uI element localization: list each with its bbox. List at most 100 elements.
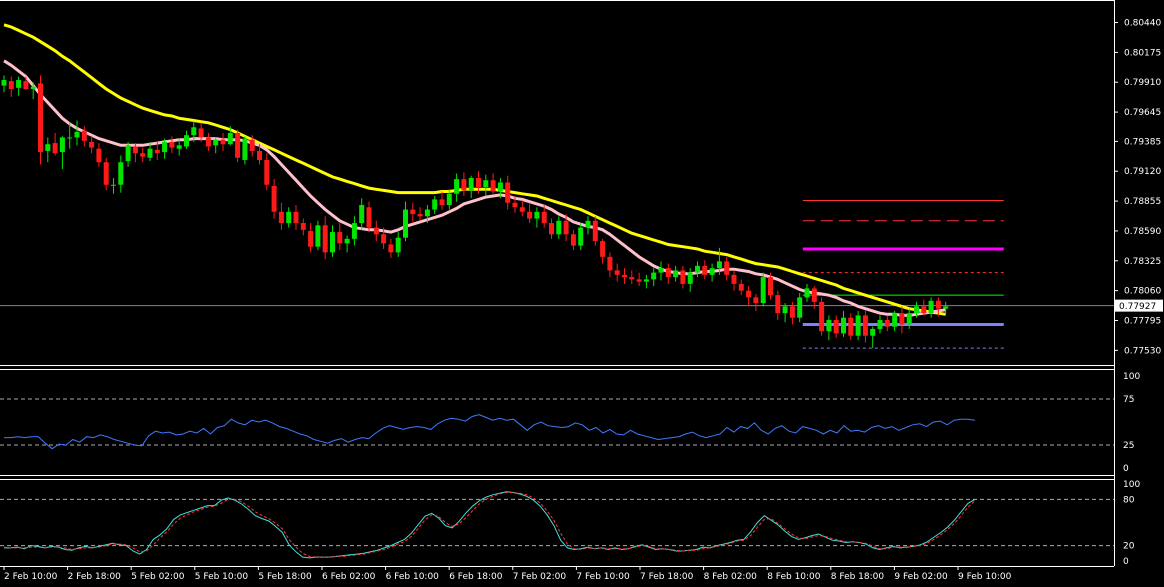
candle-body (16, 79, 22, 88)
candle-body (125, 145, 131, 162)
candle-body (497, 182, 503, 192)
candle-body (724, 261, 730, 275)
candle-body (235, 132, 241, 158)
current-price-label: 0.77927 (1119, 302, 1156, 312)
candle-body (651, 272, 657, 280)
oscillator-1-axis-label: 100 (1123, 372, 1140, 382)
candle-body (541, 211, 547, 224)
candle-body (205, 137, 211, 147)
candle-body (140, 153, 146, 157)
candle-body (709, 268, 715, 275)
candle-body (38, 83, 43, 153)
candle-body (147, 148, 153, 158)
candle-body (271, 185, 277, 212)
candle-body (1, 79, 7, 86)
candle-body (74, 131, 80, 138)
price-axis-label: 0.79385 (1124, 137, 1161, 147)
candle-body (680, 270, 686, 284)
candle-body (454, 179, 460, 194)
time-axis-label: 9 Feb 02:00 (894, 572, 948, 582)
price-axis-label: 0.80175 (1124, 48, 1161, 58)
candle-body (643, 279, 649, 282)
oscillator-2-series-line-0 (4, 491, 976, 559)
candle-body (162, 141, 168, 153)
candle-body (789, 306, 795, 318)
candle-body (403, 209, 408, 238)
candle-body (257, 150, 262, 160)
price-axis-label: 0.78325 (1124, 257, 1161, 267)
time-axis-label: 6 Feb 02:00 (322, 572, 376, 582)
candle-body (111, 184, 116, 186)
oscillator-2-series-line-1 (3, 492, 976, 558)
candle-body (600, 241, 606, 257)
candle-body (198, 128, 204, 138)
candle-body (242, 138, 248, 160)
candle-body (607, 256, 613, 271)
price-axis-label: 0.80440 (1124, 19, 1161, 29)
candle-body (877, 319, 883, 329)
candle-body (899, 313, 905, 325)
candle-body (293, 211, 299, 224)
oscillator-1-axis-label: 25 (1123, 441, 1134, 451)
candle-body (578, 227, 584, 246)
time-axis-label: 8 Feb 18:00 (831, 572, 885, 582)
oscillator-1-axis-label: 0 (1123, 464, 1129, 474)
candle-body (695, 265, 700, 273)
candle-body (782, 306, 788, 314)
oscillator-2-axis-label: 0 (1123, 557, 1129, 567)
time-axis-label: 6 Feb 18:00 (449, 572, 503, 582)
candle-body (220, 139, 226, 145)
candle-body (446, 193, 452, 206)
oscillator-2-axis-label: 100 (1123, 480, 1140, 490)
candle-body (373, 227, 379, 235)
candle-body (213, 139, 219, 146)
candle-body (132, 146, 138, 154)
candle-body (432, 199, 438, 210)
candle-body (359, 205, 365, 224)
candle-body (738, 283, 744, 291)
candle-body (622, 274, 627, 278)
candle-body (439, 199, 445, 206)
oscillator-2-axis-label: 80 (1123, 495, 1135, 505)
candle-body (89, 141, 95, 148)
candle-body (826, 319, 832, 332)
candle-body (687, 272, 693, 284)
candle-body (716, 261, 722, 269)
candle-body (249, 139, 255, 151)
candle-body (278, 211, 284, 224)
candle-body (264, 159, 270, 185)
candle-body (81, 130, 87, 141)
oscillator-2-axis-label: 20 (1123, 542, 1135, 552)
fast-moving-average-line (3, 59, 946, 317)
candle-body (636, 279, 642, 282)
candle-body (928, 300, 934, 314)
candle-body (286, 211, 292, 224)
price-axis-label: 0.77795 (1124, 317, 1161, 327)
candle-body (322, 225, 328, 253)
candle-body (563, 220, 569, 235)
candle-body (59, 137, 65, 153)
candle-body (67, 137, 73, 139)
time-axis-label: 5 Feb 10:00 (195, 572, 249, 582)
time-axis-label: 6 Feb 10:00 (386, 572, 440, 582)
time-axis-label: 7 Feb 02:00 (513, 572, 567, 582)
candle-body (884, 319, 890, 327)
candle-body (461, 179, 467, 191)
candle-body (585, 220, 591, 228)
candle-body (176, 145, 182, 149)
candle-body (169, 141, 175, 148)
oscillator-1-series-line-0 (4, 414, 975, 450)
time-axis-label: 7 Feb 10:00 (576, 572, 630, 582)
current-price-tag: 0.77927 (1115, 299, 1163, 312)
candle-body (592, 220, 598, 242)
time-axis-label: 8 Feb 02:00 (704, 572, 758, 582)
candle-body (395, 237, 401, 253)
candle-body (417, 214, 423, 217)
candle-body (300, 223, 306, 230)
candle-body (96, 148, 102, 163)
candle-body (534, 211, 540, 219)
candle-body (388, 244, 394, 253)
